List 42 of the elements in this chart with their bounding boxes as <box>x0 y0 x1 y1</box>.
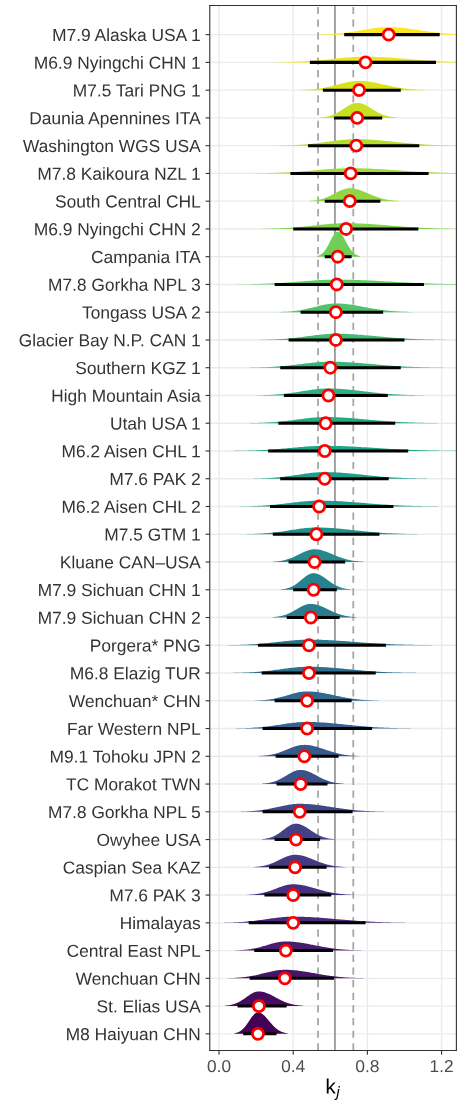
y-tick-label: St. Elias USA <box>97 999 201 1013</box>
y-tick-label: Wenchuan CHN <box>75 972 200 985</box>
y-tick-label: M7.6 PAK 2 <box>110 472 200 486</box>
y-tick-label: Utah USA 1 <box>111 416 200 430</box>
x-tick-label: 0.0 <box>207 1059 231 1073</box>
y-tick-label: South Central CHL <box>55 194 201 208</box>
y-tick-label: Far Western NPL <box>68 722 201 735</box>
y-tick-label: M6.8 Elazig TUR <box>71 666 200 683</box>
y-tick-label: M7.8 Gorkha NPL 5 <box>49 805 201 819</box>
y-tick-label: M7.5 GTM 1 <box>105 528 200 541</box>
y-tick-label: M7.8 Gorkha NPL 3 <box>49 278 200 291</box>
x-tick-label: 0.4 <box>281 1059 305 1073</box>
y-tick-label: M7.9 Sichuan CHN 2 <box>39 611 200 624</box>
y-tick-label: M7.6 PAK 3 <box>110 889 200 902</box>
y-tick-label: TC Morakot TWN <box>66 777 200 791</box>
y-tick-label: Daunia Apennines ITA <box>30 111 201 128</box>
y-tick-label: M7.9 Alaska USA 1 <box>53 28 200 42</box>
x-axis-title: k$_{j}$ <box>326 1078 341 1100</box>
y-tick-label: M8 Haiyuan CHN <box>67 1027 200 1044</box>
y-tick-label: Porgera* PNG <box>91 639 200 656</box>
y-tick-label: Glacier Bay N.P. CAN 1 <box>19 333 200 350</box>
y-tick-label: High Mountain Asia <box>52 389 201 406</box>
y-tick-label: M6.9 Nyingchi CHN 1 <box>35 56 200 73</box>
y-tick-label: M9.1 Tohoku JPN 2 <box>50 750 200 763</box>
y-tick-label: M6.2 Aisen CHL 2 <box>62 500 200 513</box>
y-tick-label: Central East NPL <box>67 944 201 958</box>
y-tick-label: M7.5 Tari PNG 1 <box>74 83 200 97</box>
y-tick-label: Himalayas <box>121 916 201 933</box>
y-tick-label: Southern KGZ 1 <box>76 361 200 375</box>
y-tick-label: Wenchuan* CHN <box>68 694 200 708</box>
x-tick-label: 0.8 <box>355 1059 379 1073</box>
y-tick-label: Caspian Sea KAZ <box>63 861 201 878</box>
y-tick-label: M6.9 Nyingchi CHN 2 <box>35 222 200 239</box>
x-tick-label: 1.2 <box>430 1059 453 1073</box>
y-tick-label: M7.9 Sichuan CHN 1 <box>39 583 200 597</box>
y-tick-label: M6.2 Aisen CHL 1 <box>62 444 200 458</box>
y-tick-label: Tongass USA 2 <box>82 306 200 323</box>
y-tick-label: Campania ITA <box>91 250 201 267</box>
y-tick-label: Washington WGS USA <box>22 139 201 156</box>
y-tick-label: Kluane CAN–USA <box>61 555 201 569</box>
y-tick-label: Owyhee USA <box>97 833 201 850</box>
y-tick-label: M7.8 Kaikoura NZL 1 <box>38 167 200 180</box>
